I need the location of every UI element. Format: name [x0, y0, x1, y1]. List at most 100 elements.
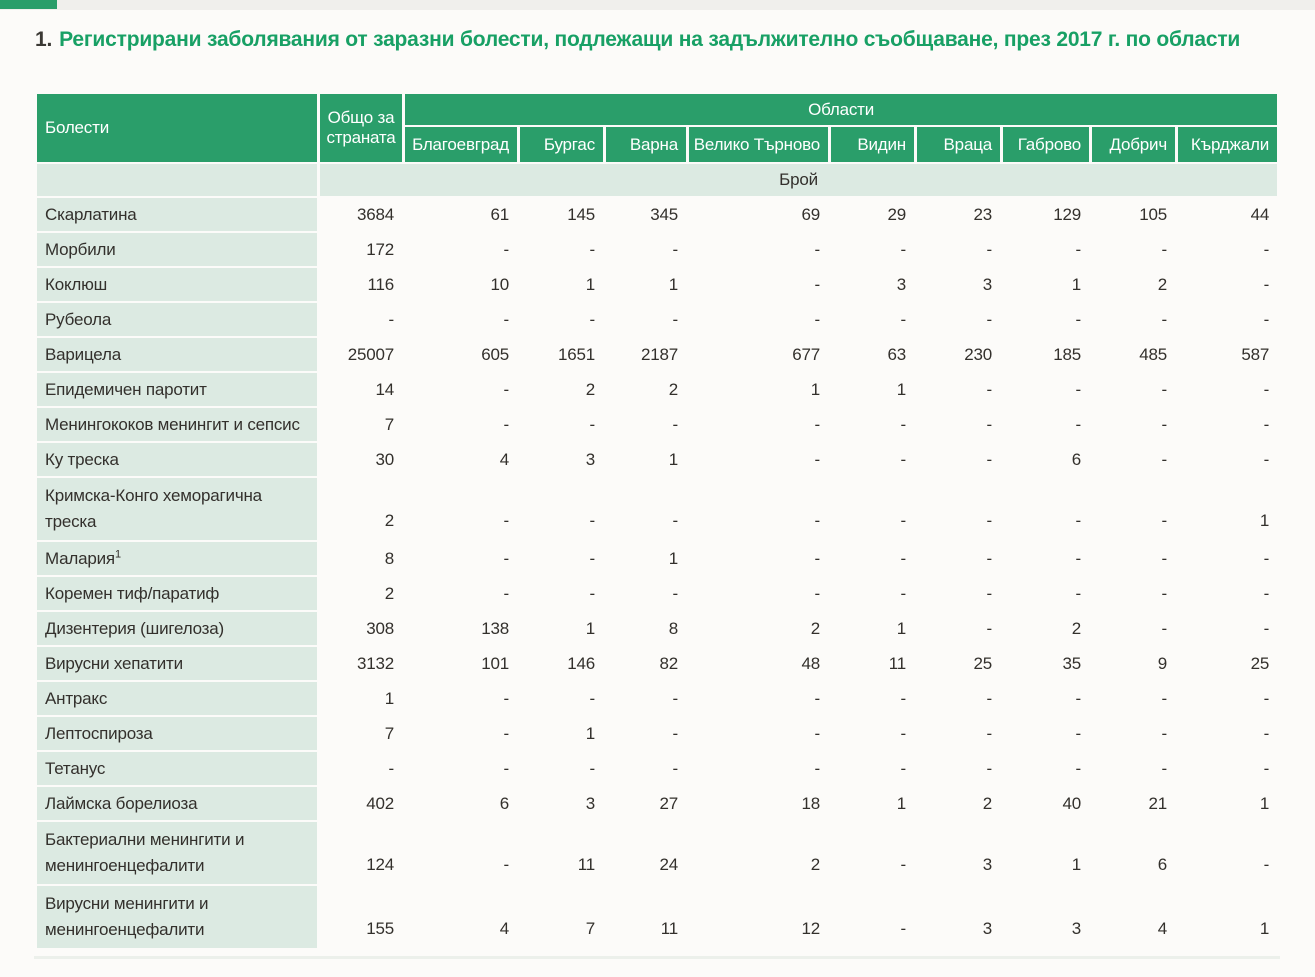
region-value: - [672, 688, 679, 708]
region-value: - [503, 414, 510, 434]
table-row: Коклюш 116 10 1 1 - 3 3 1 2 - [37, 268, 1277, 301]
region-value: 605 [481, 344, 509, 364]
table-row: Кримска-Конго хеморагична треска 2 - - - - - - -… [37, 478, 1277, 540]
disease-name: Антракс [37, 682, 317, 715]
region-value: 2 [810, 618, 820, 638]
region-value: 146 [567, 653, 595, 673]
region-value: - [503, 379, 510, 399]
region-value: - [1263, 758, 1270, 778]
region-value: - [1161, 449, 1168, 469]
region-value: 25 [1250, 653, 1270, 673]
col-header-region-kardzhali: Кърджали [1178, 127, 1278, 162]
region-value: - [503, 309, 510, 329]
header-row-1: Болести Общо за страната Области [37, 94, 1278, 162]
table-row: Антракс 1 - - - - - - - - - [37, 682, 1277, 715]
unit-row-label: Брой [320, 164, 1278, 196]
region-value: - [589, 583, 596, 603]
region-value: 40 [1062, 793, 1081, 813]
region-value: - [900, 688, 907, 708]
region-value: 3 [585, 793, 595, 813]
region-value: 1651 [557, 344, 595, 364]
region-value: - [1263, 414, 1270, 434]
region-value: - [672, 239, 679, 259]
total-value: 116 [367, 274, 394, 294]
region-value: 7 [585, 919, 595, 938]
region-value: - [503, 723, 510, 743]
region-value: 11 [660, 919, 678, 938]
region-value: - [589, 309, 596, 329]
top-strip-decoration [0, 0, 1315, 10]
region-value: - [900, 723, 907, 743]
region-value: - [1075, 758, 1082, 778]
table-row: Коремен тиф/паратиф 2 - - - - - - - - - [37, 577, 1277, 610]
region-value: 3 [982, 274, 992, 294]
region-value: - [503, 548, 510, 568]
region-value: - [986, 414, 993, 434]
table-row: Ку треска 30 4 3 1 - - - 6 - - [37, 443, 1277, 476]
region-value: - [814, 511, 821, 530]
disease-name: Коремен тиф/паратиф [37, 577, 317, 610]
region-value: 345 [650, 204, 678, 224]
disease-name: Лептоспироза [37, 717, 317, 750]
region-value: - [1075, 583, 1082, 603]
region-value: - [672, 309, 679, 329]
table-row: Вирусни хепатити 3132 101 146 82 48 11 25 35 9 25 [37, 647, 1277, 680]
region-value: 185 [1053, 344, 1081, 364]
region-value: - [1263, 855, 1270, 874]
unit-row-empty-cell [37, 164, 317, 196]
region-value: - [1161, 723, 1168, 743]
disease-name: Малария1 [37, 542, 317, 575]
region-value: - [589, 239, 596, 259]
region-value: - [900, 511, 907, 530]
region-value: - [672, 758, 679, 778]
region-value: - [986, 239, 993, 259]
region-value: - [900, 758, 907, 778]
region-value: 101 [481, 653, 509, 673]
header-row-2: Благоевград Бургас Варна Велико Търново … [37, 127, 1278, 162]
total-value: - [388, 309, 395, 329]
region-value: - [1161, 414, 1168, 434]
region-value: - [986, 723, 993, 743]
disease-name: Коклюш [37, 268, 317, 301]
region-value: 4 [499, 449, 509, 469]
col-header-region-vidin: Видин [831, 127, 914, 162]
total-value: 7 [384, 414, 394, 434]
region-value: - [986, 583, 993, 603]
region-value: 1 [668, 548, 678, 568]
region-value: 138 [481, 618, 509, 638]
region-value: - [1075, 414, 1082, 434]
total-value: 3684 [356, 204, 394, 224]
table-row: Дизентерия (шигелоза) 308 138 1 8 2 1 - 2 - - [37, 612, 1277, 645]
region-value: - [1263, 583, 1270, 603]
disease-name: Вирусни менингити и менингоенцефалити [37, 886, 317, 948]
col-group-header-regions: Области [405, 94, 1278, 125]
region-value: 1 [585, 274, 595, 294]
region-value: 10 [490, 274, 509, 294]
total-value: - [388, 758, 395, 778]
region-value: 3 [1071, 919, 1081, 938]
region-value: - [986, 449, 993, 469]
region-value: 82 [659, 653, 678, 673]
disease-name: Варицела [37, 338, 317, 371]
region-value: - [814, 758, 821, 778]
region-value: - [986, 688, 993, 708]
region-value: - [589, 548, 596, 568]
total-value: 402 [366, 793, 394, 813]
region-value: - [986, 618, 993, 638]
total-value: 3132 [356, 653, 394, 673]
region-value: 23 [973, 204, 992, 224]
disease-name: Епидемичен паротит [37, 373, 317, 406]
footnote-marker: 1 [114, 547, 121, 560]
region-value: - [1263, 449, 1270, 469]
region-value: - [1161, 688, 1168, 708]
disease-name: Ку треска [37, 443, 317, 476]
region-value: - [1263, 309, 1270, 329]
region-value: - [986, 309, 993, 329]
region-value: 2 [585, 379, 595, 399]
region-value: - [672, 414, 679, 434]
region-value: - [900, 583, 907, 603]
col-header-region-veliko-tarnovo: Велико Търново [689, 127, 828, 162]
corner-mark-decoration [0, 0, 57, 9]
region-value: 6 [499, 793, 509, 813]
total-value: 308 [366, 618, 394, 638]
